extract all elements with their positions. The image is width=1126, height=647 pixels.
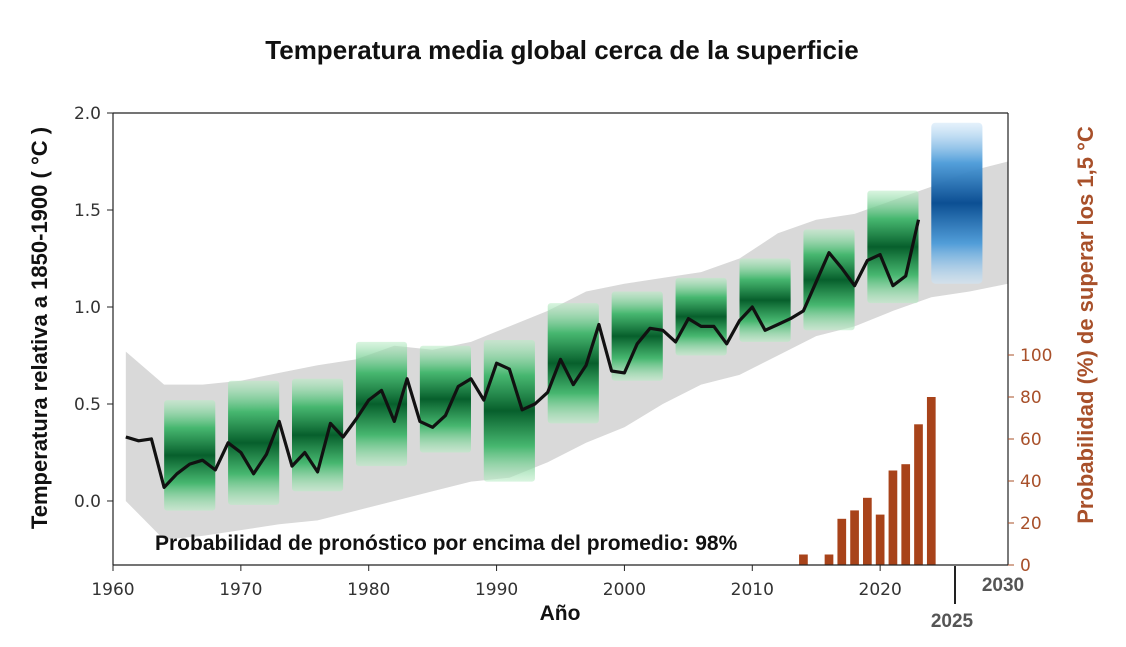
y2-tick-label: 0 — [1020, 556, 1031, 576]
ensemble-band — [739, 258, 791, 342]
y-tick-label: 2.0 — [74, 104, 101, 124]
y2-tick-label: 60 — [1020, 430, 1042, 450]
x-tick-label: 2010 — [731, 580, 774, 600]
ensemble-band — [292, 378, 344, 492]
x-tick-label: 2020 — [859, 580, 902, 600]
probability-bar — [888, 470, 898, 565]
probability-bar — [926, 397, 936, 565]
observed-temperature-line — [125, 219, 921, 489]
x-tick-label: 1970 — [219, 580, 262, 600]
probability-bar — [914, 424, 923, 565]
probability-bar — [837, 518, 847, 565]
y-tick-label: 1.0 — [74, 298, 101, 318]
x-tick-label: 1980 — [347, 580, 390, 600]
x-tick-label: 1990 — [475, 580, 518, 600]
ensemble-band — [803, 229, 855, 331]
probability-bar — [799, 554, 808, 565]
x-extra-label-2025: 2025 — [931, 611, 974, 632]
x-tick-label: 2000 — [603, 580, 646, 600]
ensemble-band — [611, 291, 663, 381]
x-extra-label-2030: 2030 — [982, 575, 1024, 596]
plot-area: 1960 1970 1980 1990 2000 2010 2020 0.0 0.5 1.0 1.5… — [74, 104, 1052, 604]
ensemble-band — [164, 400, 216, 511]
x-axis-label: Año — [540, 602, 581, 625]
probability-bar — [875, 514, 885, 565]
forecast-probability-annotation: Probabilidad de pronóstico por encima de… — [155, 532, 738, 555]
probability-bar — [824, 554, 834, 565]
ensemble-band — [675, 277, 727, 356]
forecast-band — [931, 122, 983, 284]
y-axis-label: Temperatura relativa a 1850-1900 ( °C ) — [27, 127, 52, 529]
y-tick-label: 0.5 — [74, 395, 101, 415]
x-tick-label: 1960 — [91, 580, 134, 600]
y-tick-label: 0.0 — [74, 492, 101, 512]
y2-tick-label: 40 — [1020, 472, 1042, 492]
y2-axis-label: Probabilidad (%) de superar los 1,5 °C — [1073, 126, 1098, 524]
ensemble-band — [228, 380, 280, 505]
y2-tick-label: 80 — [1020, 388, 1042, 408]
y2-tick-label: 20 — [1020, 514, 1042, 534]
probability-bar — [850, 510, 859, 565]
ensemble-band — [483, 339, 535, 482]
ensemble-band — [547, 303, 599, 424]
y-tick-label: 1.5 — [74, 201, 101, 221]
ensemble-band — [419, 345, 471, 453]
y2-tick-label: 100 — [1020, 346, 1052, 366]
probability-bar — [901, 464, 911, 565]
ensemble-band — [355, 341, 408, 467]
chart-title: Temperatura media global cerca de la sup… — [265, 35, 858, 65]
probability-bar — [863, 497, 872, 565]
